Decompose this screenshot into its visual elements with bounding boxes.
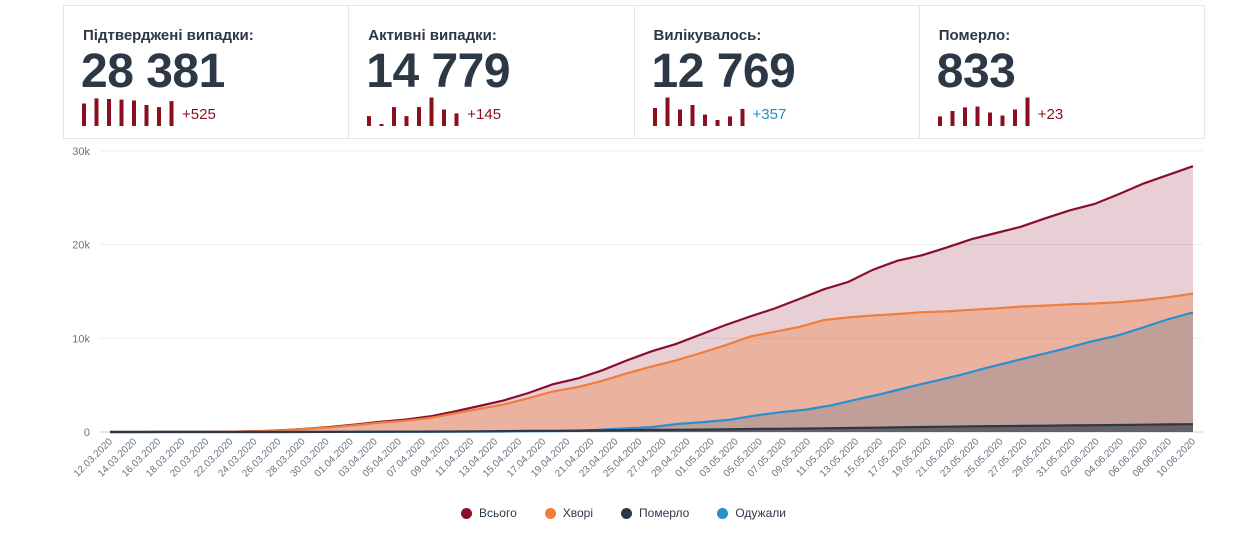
legend-dot xyxy=(717,507,729,519)
legend-item-sick[interactable]: Хворі xyxy=(544,506,594,520)
card-delta: +525 xyxy=(182,106,216,123)
spark-bar xyxy=(740,108,744,126)
legend-dot xyxy=(544,507,556,519)
series-line xyxy=(110,423,1194,434)
card-delta: +23 xyxy=(1037,106,1064,123)
spark-bar xyxy=(169,101,174,126)
legend-dot xyxy=(621,507,633,519)
spark-bar xyxy=(987,112,992,126)
legend-label: Одужали xyxy=(735,506,786,520)
card-value: 14 779 xyxy=(366,45,511,98)
sparkline-bars xyxy=(937,97,1030,126)
legend-item-recovered[interactable]: Одужали xyxy=(717,506,786,520)
spark-bar xyxy=(1000,115,1005,126)
card-title: Підтверджені випадки: xyxy=(83,27,254,44)
spark-bar xyxy=(937,116,942,126)
spark-bar xyxy=(665,97,669,126)
card-recovered: Вилікувалось: 12 769 +357 xyxy=(635,6,920,138)
spark-bar xyxy=(715,120,719,126)
series-line xyxy=(110,292,1194,434)
spark-bar xyxy=(392,107,397,126)
y-tick-label: 10k xyxy=(72,333,90,345)
sparkline-bars xyxy=(367,97,459,126)
y-tick-label: 20k xyxy=(72,240,90,252)
spark-bar xyxy=(404,116,409,126)
sparkline-bars xyxy=(82,98,174,126)
spark-bar xyxy=(429,97,434,126)
legend-label: Хворі xyxy=(562,506,594,520)
card-delta: +357 xyxy=(752,106,787,123)
series-area xyxy=(110,293,1193,432)
spark-bar xyxy=(107,99,111,126)
y-tick-label: 0 xyxy=(84,427,90,439)
card-value: 28 381 xyxy=(81,45,225,98)
spark-bar xyxy=(379,124,384,126)
card-value: 12 769 xyxy=(651,45,796,98)
spark-bar xyxy=(975,106,980,126)
stat-cards: Підтверджені випадки: 28 381 +525 Активн… xyxy=(63,5,1205,139)
card-delta: +145 xyxy=(467,106,502,123)
legend-dot xyxy=(461,507,473,519)
spark-bar xyxy=(119,99,124,126)
spark-bar xyxy=(417,107,422,126)
spark-bar xyxy=(442,109,447,126)
sparkline-bars xyxy=(652,97,744,126)
spark-bar xyxy=(157,107,161,126)
legend: Всього Хворі Померло Одужали xyxy=(0,506,1247,520)
card-active: Активні випадки: 14 779 +145 xyxy=(349,6,635,138)
spark-bar xyxy=(132,100,136,126)
spark-bar xyxy=(144,105,149,126)
spark-bar xyxy=(962,107,967,126)
card-title: Вилікувалось: xyxy=(653,27,762,44)
spark-bar xyxy=(454,113,459,126)
spark-bar xyxy=(690,105,694,126)
card-title: Померло: xyxy=(938,27,1011,44)
spark-bar xyxy=(652,108,657,126)
series-area xyxy=(110,424,1193,432)
spark-bar xyxy=(727,116,732,126)
spark-bar xyxy=(702,114,707,126)
spark-bar xyxy=(677,109,682,126)
spark-bar xyxy=(367,116,372,126)
card-confirmed: Підтверджені випадки: 28 381 +525 xyxy=(64,6,350,138)
spark-bar xyxy=(82,103,86,126)
spark-bar xyxy=(1025,97,1030,126)
card-deaths: Померло: 833 +23 xyxy=(920,6,1204,138)
series-area xyxy=(110,312,1193,432)
legend-label: Померло xyxy=(639,506,690,520)
card-title: Активні випадки: xyxy=(368,27,497,44)
series-area xyxy=(110,166,1193,432)
legend-item-total[interactable]: Всього xyxy=(461,506,517,520)
legend-item-died[interactable]: Померло xyxy=(621,506,689,520)
spark-bar xyxy=(1012,109,1017,126)
spark-bar xyxy=(94,98,99,126)
legend-label: Всього xyxy=(479,506,517,520)
spark-bar xyxy=(950,111,955,126)
card-value: 833 xyxy=(936,45,1016,98)
y-tick-label: 30k xyxy=(72,146,90,158)
